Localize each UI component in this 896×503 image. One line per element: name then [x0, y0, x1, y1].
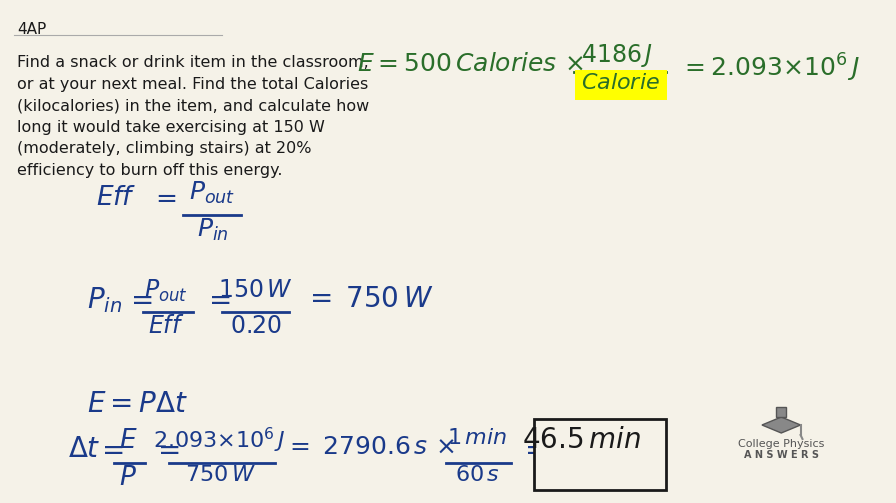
Text: $P_{in}$: $P_{in}$	[87, 285, 122, 315]
Text: $2.093{\times}10^6\,J$: $2.093{\times}10^6\,J$	[153, 426, 287, 455]
Text: $0.20$: $0.20$	[229, 314, 281, 338]
Text: $1\,min$: $1\,min$	[447, 428, 507, 448]
Text: $E = P\Delta t$: $E = P\Delta t$	[87, 390, 188, 418]
Text: $=$: $=$	[202, 285, 230, 313]
Text: $=$: $=$	[97, 435, 125, 463]
Text: $750\,W$: $750\,W$	[185, 465, 255, 485]
Text: $60\,s$: $60\,s$	[455, 465, 500, 485]
Text: $Eff$: $Eff$	[97, 185, 137, 211]
Bar	[777, 407, 786, 417]
Text: $150\,W$: $150\,W$	[218, 278, 293, 302]
Text: $4186\,J$: $4186\,J$	[582, 42, 653, 69]
Text: $\Delta t$: $\Delta t$	[67, 435, 100, 463]
Text: College Physics: College Physics	[738, 439, 824, 449]
FancyBboxPatch shape	[575, 70, 668, 100]
FancyBboxPatch shape	[534, 419, 666, 490]
Text: A N S W E R S: A N S W E R S	[744, 450, 819, 460]
Text: $Calorie$: $Calorie$	[581, 73, 659, 93]
Text: $Eff$: $Eff$	[148, 314, 185, 338]
Text: $=$: $=$	[125, 285, 153, 313]
Text: $P_{in}$: $P_{in}$	[197, 217, 228, 243]
Text: $=$: $=$	[519, 435, 547, 463]
Text: $P$: $P$	[119, 465, 137, 491]
Text: $E = 500\,Calories\,\times$: $E = 500\,Calories\,\times$	[357, 52, 584, 76]
Text: $46.5\,min$: $46.5\,min$	[522, 426, 641, 454]
Text: $= \;2790.6\,s\,\times$: $= \;2790.6\,s\,\times$	[285, 435, 455, 459]
Text: $= \;750\,W$: $= \;750\,W$	[304, 285, 433, 313]
Text: $=$: $=$	[152, 435, 180, 463]
Text: Find a snack or drink item in the classroom,
or at your next meal. Find the tota: Find a snack or drink item in the classr…	[17, 55, 370, 178]
Text: $= 2.093{\times}10^6\,J$: $= 2.093{\times}10^6\,J$	[680, 52, 860, 84]
Text: $E$: $E$	[119, 428, 138, 454]
Text: $P_{out}$: $P_{out}$	[189, 180, 236, 206]
Text: 4AP: 4AP	[17, 22, 47, 37]
Text: $P_{out}$: $P_{out}$	[144, 278, 188, 304]
Text: $=$: $=$	[150, 185, 176, 211]
Polygon shape	[762, 417, 800, 433]
